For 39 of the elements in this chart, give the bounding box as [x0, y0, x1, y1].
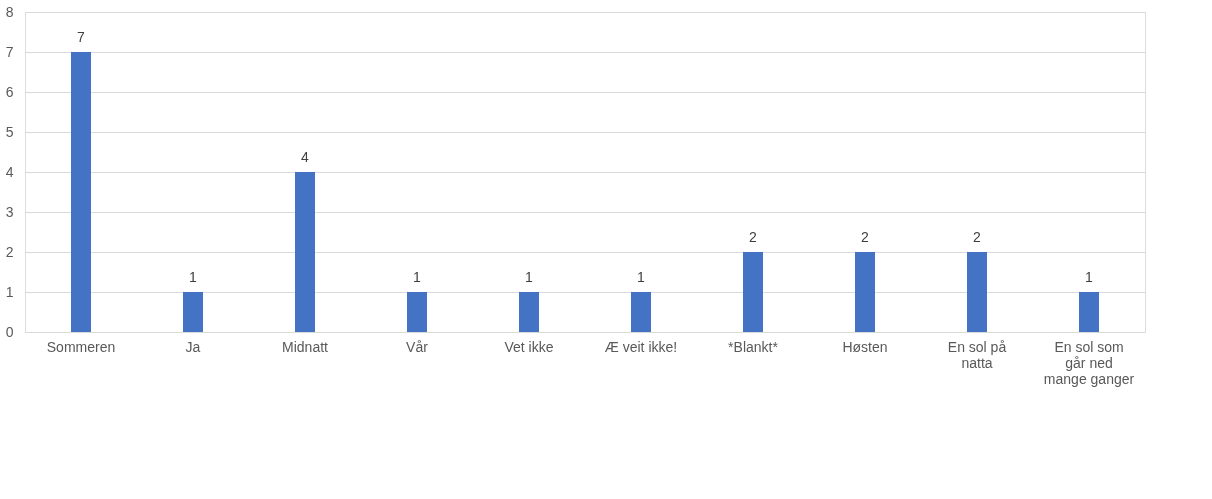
- data-label: 2: [749, 229, 758, 245]
- bar: [631, 292, 651, 332]
- data-label: 1: [1085, 269, 1094, 285]
- data-label: 1: [189, 269, 198, 285]
- data-label: 1: [525, 269, 534, 285]
- data-label: 2: [861, 229, 870, 245]
- y-tick-label: 8: [5, 3, 14, 20]
- x-tick-label: Høsten: [842, 338, 888, 355]
- y-tick-label: 1: [5, 283, 14, 300]
- x-tick-label: En sol som går ned mange ganger: [1043, 338, 1135, 387]
- data-label: 1: [637, 269, 646, 285]
- y-tick-label: 6: [5, 83, 14, 100]
- x-tick-label: *Blankt*: [728, 338, 779, 355]
- x-tick-label: Vet ikke: [504, 338, 554, 355]
- data-label: 4: [301, 149, 310, 165]
- x-tick-label: Æ veit ikke!: [604, 338, 678, 355]
- y-tick-label: 5: [5, 123, 14, 140]
- bar: [71, 52, 91, 332]
- bar: [295, 172, 315, 332]
- bar: [519, 292, 539, 332]
- y-tick-label: 4: [5, 163, 14, 180]
- data-label: 7: [77, 29, 86, 45]
- data-label: 1: [413, 269, 422, 285]
- y-tick-label: 0: [5, 323, 14, 340]
- data-label: 2: [973, 229, 982, 245]
- bar: [855, 252, 875, 332]
- x-tick-label: Vår: [406, 338, 429, 355]
- bar: [1079, 292, 1099, 332]
- bar: [743, 252, 763, 332]
- bar: [183, 292, 203, 332]
- y-tick-label: 2: [5, 243, 14, 260]
- x-tick-label: Sommeren: [46, 338, 116, 355]
- x-tick-label: Ja: [185, 338, 201, 355]
- x-tick-label: Midnatt: [282, 338, 329, 355]
- y-tick-label: 3: [5, 203, 14, 220]
- bar: [967, 252, 987, 332]
- y-tick-label: 7: [5, 43, 14, 60]
- x-tick-label: En sol på natta: [947, 338, 1007, 371]
- bar: [407, 292, 427, 332]
